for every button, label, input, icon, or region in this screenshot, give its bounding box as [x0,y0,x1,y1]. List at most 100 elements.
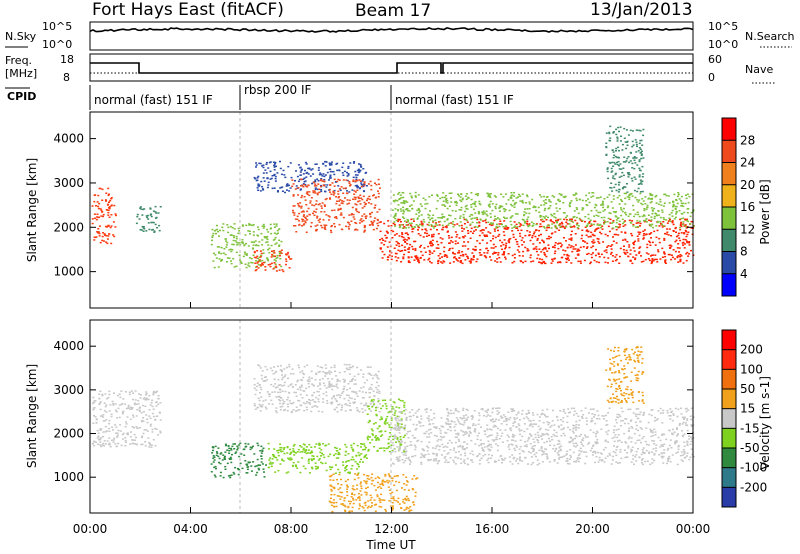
power-cell-r7 [603,223,606,225]
power-cell-r7 [599,211,602,214]
power-cell-r7 [525,212,528,214]
velocity-cell-r5 [532,423,535,425]
power-cell-r6 [454,231,457,233]
velocity-cell-r4 [369,442,372,444]
power-cell-r2 [232,258,235,260]
power-cell-r6 [458,237,461,239]
power-cell-r2 [263,225,266,228]
velocity-cell-r5 [508,436,510,438]
velocity-cell-r1 [261,450,264,452]
power-cell-r6 [544,246,547,249]
power-cell-r4 [290,176,293,179]
velocity-cell-r3 [363,404,366,407]
power-cell-r6 [450,236,453,239]
power-cell-r1 [148,228,151,231]
power-cell-r8 [635,157,638,159]
power-cell-r8 [622,167,625,169]
velocity-cell-r5 [677,446,680,448]
velocity-cell-r3 [282,402,285,405]
power-cell-r7 [518,222,520,224]
power-cell-r6 [576,254,579,256]
power-cell-r5 [313,210,316,213]
power-cell-r8 [617,126,620,129]
velocity-cell-r5 [578,419,581,422]
power-cell-r5 [302,215,305,218]
power-cell-r6 [498,233,501,236]
power-cell-r5 [292,209,294,212]
velocity-cell-r0 [122,398,125,400]
power-cell-r4 [328,163,331,165]
power-cell-r7 [510,223,513,226]
velocity-cell-r5 [418,408,420,411]
velocity-cell-r5 [679,454,682,457]
power-cell-r8 [607,177,610,180]
power-cell-r8 [606,170,609,173]
power-cell-r6 [511,254,514,257]
power-cell-r7 [649,193,652,196]
power-cell-r7 [667,195,670,197]
power-cell-r4 [281,190,284,192]
velocity-cell-r3 [298,409,301,411]
power-cell-r6 [493,230,496,232]
velocity-cell-r1 [244,442,247,445]
velocity-cell-r0 [127,406,130,408]
velocity-cell-r5 [595,442,597,445]
power-cell-r4 [256,187,259,189]
velocity-cell-r4 [380,416,383,418]
velocity-cell-r2 [299,451,302,453]
power-cell-r4 [323,184,326,186]
power-cell-r6 [441,238,444,240]
power-cell-r5 [329,184,332,186]
velocity-cell-r2 [289,448,292,451]
power-cell-r4 [307,167,310,170]
velocity-cell-r0 [104,405,107,408]
velocity-cell-r3 [350,380,353,382]
power-cell-r6 [612,220,615,222]
velocity-cell-r3 [314,379,317,381]
power-cell-r6 [643,233,646,235]
velocity-cell-r3 [319,366,322,368]
power-cell-r7 [514,213,517,215]
velocity-cell-r5 [674,441,677,444]
velocity-cell-r5 [659,446,662,448]
power-cell-r4 [288,190,291,192]
power-cell-r7 [483,212,486,214]
power-cell-r2 [226,224,229,226]
power-cell-r2 [255,244,258,246]
velocity-cell-r5 [648,452,650,454]
power-cell-r0 [104,234,107,236]
power-cell-r6 [402,257,405,260]
power-cell-r6 [472,232,474,234]
power-cell-r6 [430,225,433,227]
velocity-cell-r0 [111,426,113,428]
power-cell-r5 [374,182,376,184]
velocity-cell-r3 [264,365,267,368]
power-cell-r4 [348,191,351,193]
power-cell-r1 [152,210,155,212]
power-cell-r7 [655,194,658,197]
power-cell-r6 [559,261,562,264]
power-cell-r2 [278,228,281,230]
power-cell-r3 [255,269,258,271]
velocity-cell-r2 [308,458,310,461]
power-cell-r6 [422,236,425,238]
velocity-cell-r0 [112,404,115,406]
power-cell-r7 [401,227,404,229]
power-cell-r4 [263,180,266,182]
velocity-cell-r1 [234,452,237,454]
power-cell-r6 [463,241,466,243]
velocity-cell-r5 [598,456,601,459]
velocity-cell-r5 [444,455,447,458]
velocity-cell-r0 [108,390,111,393]
power-cell-r7 [399,194,402,196]
velocity-cell-r2 [289,457,292,459]
velocity-cell-r5 [663,452,666,454]
power-cell-r7 [618,220,621,222]
nsearch-label: N.Search [745,30,795,43]
velocity-cell-r5 [682,421,685,424]
power-cell-r5 [315,208,318,210]
velocity-cell-r5 [442,436,445,438]
velocity-cell-r5 [641,449,644,451]
velocity-cell-r5 [575,412,578,415]
velocity-cell-r5 [432,459,435,462]
